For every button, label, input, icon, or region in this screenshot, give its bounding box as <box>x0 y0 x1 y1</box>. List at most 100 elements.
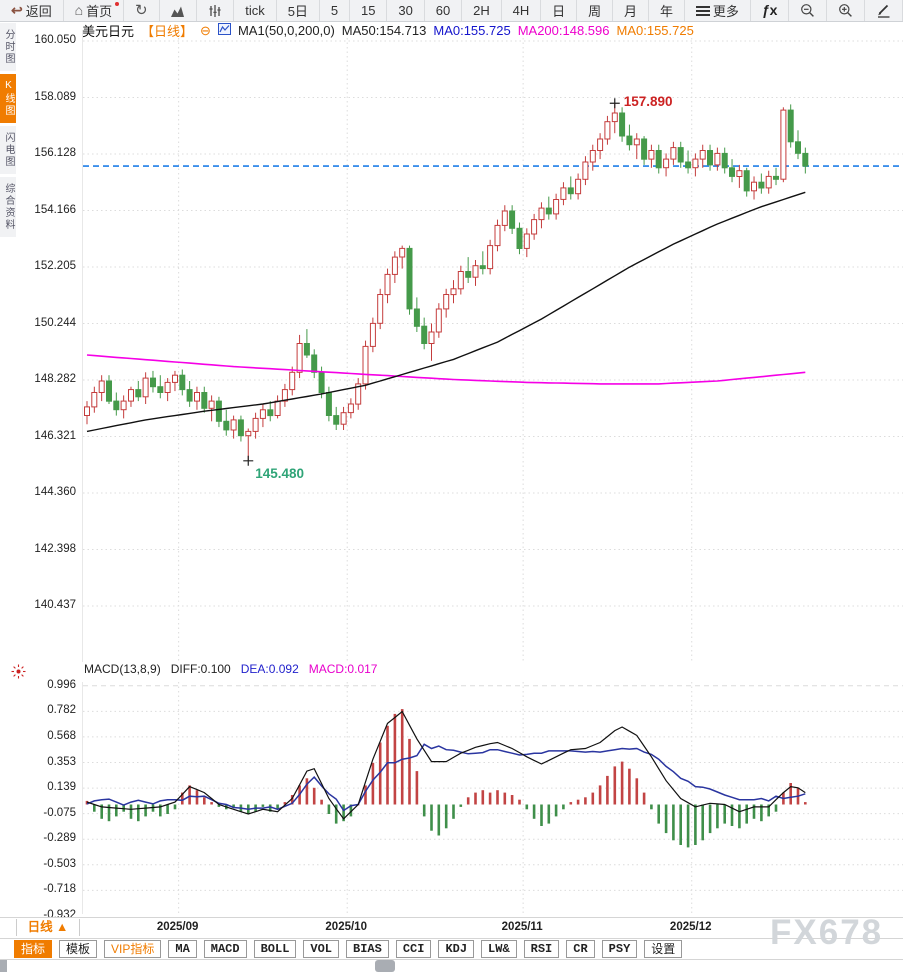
toolbar-item-zoom-in[interactable] <box>827 0 866 21</box>
menu-icon <box>695 5 710 17</box>
macd-tick-label: -0.289 <box>43 832 76 845</box>
price-tick-label: 144.360 <box>34 486 76 498</box>
divider <box>0 917 903 918</box>
macd-legend: MACD(13,8,9) DIFF:0.100 DEA:0.092 MACD:0… <box>84 661 377 677</box>
notification-dot <box>115 2 120 6</box>
price-tick-label: 160.050 <box>34 34 76 46</box>
toolbar-item-interval-tick[interactable]: tick <box>234 0 277 21</box>
ma-settings-label: MA1(50,0,200,0) <box>237 23 335 38</box>
toolbar-item-interval-30[interactable]: 30 <box>387 0 425 21</box>
macd-tick-label: 0.782 <box>47 704 76 717</box>
toolbar-item-interval-5[interactable]: 5 <box>320 0 351 21</box>
tab-boll[interactable]: BOLL <box>253 940 297 958</box>
date-tick-label: 2025/12 <box>669 921 712 933</box>
toolbar-item-label: 首页 <box>86 4 113 19</box>
candlestick-chart[interactable]: 157.890 145.480 <box>82 30 903 662</box>
date-tick-label: 2025/09 <box>156 921 199 933</box>
price-tick-label: 146.321 <box>34 429 76 442</box>
toolbar-item-chart-type-candle[interactable] <box>197 0 235 21</box>
tab-rsi[interactable]: RSI <box>523 940 560 958</box>
top-toolbar: ↩ 返回 ⌂ 首页 ↻ tick 5日 5 15 30 60 2H 4H 日周月年更多 ƒx <box>0 0 903 22</box>
date-tick-label: 2025/11 <box>501 921 543 933</box>
svg-text:145.480: 145.480 <box>255 466 304 481</box>
indicator-settings-icon[interactable] <box>11 664 26 684</box>
tab-lw[interactable]: LW& <box>481 940 517 958</box>
toolbar-item-chart-type-area[interactable] <box>160 0 198 21</box>
macd-tick-label: -0.503 <box>43 857 76 870</box>
pen-icon <box>876 3 891 18</box>
tab-template[interactable]: 模板 <box>59 940 98 958</box>
toolbar-item-label: 5 <box>330 3 339 18</box>
toolbar-item-formula[interactable]: ƒx <box>751 0 790 21</box>
toolbar-item-interval-4h[interactable]: 4H <box>502 0 542 21</box>
area-chart-icon <box>170 4 185 18</box>
tab-cci[interactable]: CCI <box>395 940 432 958</box>
back-arrow-icon: ↩ <box>10 2 23 18</box>
price-tick-label: 152.205 <box>34 260 76 272</box>
toolbar-item-more[interactable]: 更多 <box>685 0 751 21</box>
toolbar-item-interval-year[interactable]: 年 <box>649 0 685 21</box>
refresh-icon: ↻ <box>135 2 148 19</box>
price-tick-label: 154.166 <box>34 203 76 216</box>
date-tick-label: 2025/10 <box>325 921 367 933</box>
zoom-out-icon <box>800 3 815 18</box>
toolbar-item-home[interactable]: ⌂ 首页 <box>64 0 125 21</box>
collapse-circle-icon[interactable]: ⊖ <box>200 23 211 38</box>
toolbar-item-label: 2H <box>473 3 490 18</box>
toolbar-item-zoom-out[interactable] <box>789 0 828 21</box>
sidebar-item-lightning[interactable]: 闪电图 <box>0 126 16 177</box>
tab-psy[interactable]: PSY <box>601 940 638 958</box>
bottom-artifact-left <box>0 960 7 972</box>
toolbar-item-interval-60[interactable]: 60 <box>425 0 463 21</box>
toolbar-item-draw[interactable] <box>865 0 903 21</box>
toolbar-item-refresh[interactable]: ↻ <box>124 0 160 21</box>
ma200-value: MA200:148.596 <box>517 23 610 38</box>
macd-chart[interactable] <box>82 682 903 914</box>
toolbar-item-interval-day[interactable]: 日 <box>541 0 578 21</box>
tab-settings[interactable]: 设置 <box>644 940 683 958</box>
toolbar-item-interval-5d[interactable]: 5日 <box>277 0 320 21</box>
tab-ma[interactable]: MA <box>168 940 197 958</box>
svg-text:157.890: 157.890 <box>624 94 673 109</box>
bottom-artifact <box>375 960 395 972</box>
toolbar-item-label: 年 <box>659 4 673 19</box>
toolbar-item-label: 5日 <box>287 4 308 19</box>
toolbar-item-label: 返回 <box>25 4 52 19</box>
price-tick-label: 140.437 <box>34 599 76 611</box>
toolbar-item-interval-2h[interactable]: 2H <box>462 0 502 21</box>
price-tick-label: 142.398 <box>34 542 76 555</box>
toolbar-item-label: 更多 <box>712 4 739 19</box>
toolbar-item-back[interactable]: ↩ 返回 <box>0 0 64 21</box>
sidebar-item-info[interactable]: 综合资料 <box>0 177 16 240</box>
divider <box>0 938 903 939</box>
toolbar-item-interval-month[interactable]: 月 <box>613 0 649 21</box>
sidebar-item-timeshare[interactable]: 分时图 <box>0 23 16 74</box>
tab-bias[interactable]: BIAS <box>346 940 389 958</box>
toolbar-item-label: 月 <box>624 4 638 19</box>
tab-vip-indicator[interactable]: VIP指标 <box>104 940 162 958</box>
toolbar-item-interval-15[interactable]: 15 <box>350 0 388 21</box>
price-tick-label: 148.282 <box>34 373 76 385</box>
sidebar-item-kline[interactable]: K线图 <box>0 74 16 126</box>
tab-macd[interactable]: MACD <box>203 940 247 958</box>
period-selector[interactable]: 日线 ▲ <box>16 919 80 936</box>
toolbar-item-interval-week[interactable]: 周 <box>577 0 614 21</box>
watermark: FX678 <box>770 913 884 952</box>
toolbar-item-label: 30 <box>398 3 413 18</box>
tab-kdj[interactable]: KDJ <box>438 940 475 958</box>
macd-title: MACD(13,8,9) <box>84 662 161 676</box>
tab-indicator[interactable]: 指标 <box>14 940 53 958</box>
ma-mini-chart-icon <box>217 23 231 38</box>
diff-value: DIFF:0.100 <box>170 662 231 676</box>
tab-vol[interactable]: VOL <box>303 940 340 958</box>
macd-tick-label: 0.353 <box>47 755 76 768</box>
ma0-orange-value: MA0:155.725 <box>616 23 694 38</box>
price-tick-label: 150.244 <box>34 316 76 329</box>
macd-tick-label: -0.075 <box>43 806 76 819</box>
tab-cr[interactable]: CR <box>566 940 595 958</box>
toolbar-item-label: 4H <box>512 3 530 18</box>
toolbar-item-label: 15 <box>360 3 376 18</box>
zoom-in-icon <box>838 3 853 18</box>
price-tick-label: 158.089 <box>34 90 76 103</box>
